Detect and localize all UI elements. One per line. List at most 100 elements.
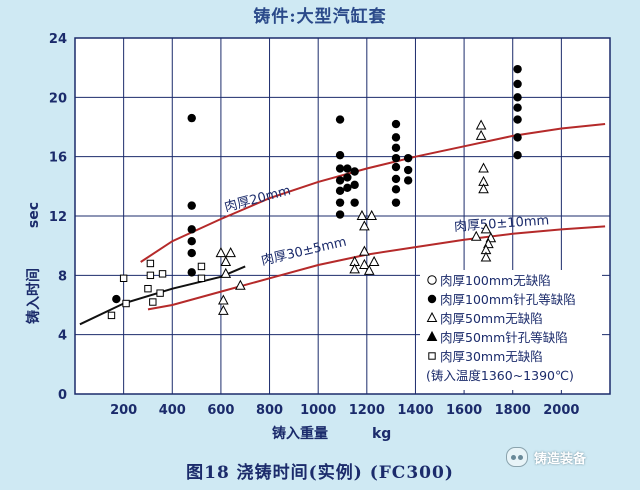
data-point xyxy=(122,299,130,308)
data-point xyxy=(391,133,401,142)
x-tick-label: 1000 xyxy=(300,403,336,418)
data-point xyxy=(149,298,157,306)
data-point xyxy=(368,255,380,266)
legend-item-label: 肉厚100mm无缺陷 xyxy=(440,273,551,288)
y-tick-label: 12 xyxy=(49,210,67,225)
data-point xyxy=(391,174,401,184)
data-point xyxy=(187,248,196,258)
data-point xyxy=(475,119,487,130)
data-point xyxy=(187,268,196,277)
data-point xyxy=(513,64,522,74)
curve-line xyxy=(140,123,606,263)
data-point xyxy=(335,150,345,160)
y-tick-label: 0 xyxy=(58,388,67,403)
y-tick-label: 24 xyxy=(49,32,67,47)
data-point xyxy=(119,274,128,283)
data-point xyxy=(359,258,370,269)
legend-marker xyxy=(427,275,437,285)
data-point xyxy=(343,164,352,173)
data-point xyxy=(335,164,345,173)
data-point xyxy=(335,198,345,207)
data-point xyxy=(146,259,155,268)
figure-caption: 图18 浇铸时间(实例) (FC300) xyxy=(186,463,454,483)
data-point xyxy=(513,93,522,102)
y-tick-label: 4 xyxy=(58,329,67,344)
data-point xyxy=(335,176,345,185)
y-tick-label: 16 xyxy=(49,151,67,166)
data-point xyxy=(478,183,489,194)
data-point xyxy=(218,304,229,315)
data-point xyxy=(513,150,522,160)
data-point xyxy=(391,143,401,152)
x-axis-unit: kg xyxy=(372,426,391,442)
curve-label: 肉厚50±10mm xyxy=(454,213,550,235)
x-tick-label: 800 xyxy=(256,403,283,418)
data-point xyxy=(359,245,370,256)
data-point xyxy=(350,198,359,207)
y-axis-label: 铸入时间 xyxy=(25,268,42,324)
legend-item-label: 肉厚30mm无缺陷 xyxy=(440,349,543,364)
data-point xyxy=(107,311,116,320)
data-point xyxy=(197,262,206,271)
data-point xyxy=(350,180,359,190)
y-axis-unit: sec xyxy=(26,202,42,228)
watermark-text: 铸造装备 xyxy=(534,451,587,467)
data-point xyxy=(513,103,522,112)
data-point xyxy=(475,129,487,140)
x-tick-label: 200 xyxy=(110,403,137,418)
data-point xyxy=(356,209,368,220)
data-point xyxy=(363,264,375,275)
legend-marker xyxy=(426,330,438,341)
data-point xyxy=(513,115,522,124)
data-point xyxy=(403,165,413,175)
data-point xyxy=(478,162,489,173)
legend-box xyxy=(420,270,602,390)
x-tick-label: 600 xyxy=(207,403,234,418)
curve-line xyxy=(79,265,246,326)
x-tick-label: 2000 xyxy=(543,403,579,418)
data-point xyxy=(480,251,492,262)
data-point xyxy=(146,271,155,280)
data-point xyxy=(366,209,378,220)
legend-item-label: 肉厚50mm无缺陷 xyxy=(440,311,543,326)
watermark: 铸造装备 xyxy=(506,446,638,468)
x-tick-label: 1600 xyxy=(446,403,482,418)
data-point xyxy=(158,270,167,278)
y-tick-label: 20 xyxy=(49,91,67,106)
data-point xyxy=(343,173,352,182)
data-point xyxy=(349,263,360,274)
data-point xyxy=(187,201,196,210)
data-point xyxy=(215,247,227,258)
data-point xyxy=(350,167,359,176)
data-point xyxy=(391,185,401,194)
data-point xyxy=(391,198,401,207)
data-point xyxy=(403,153,413,163)
data-point xyxy=(235,279,246,290)
data-point xyxy=(359,220,370,231)
data-point xyxy=(343,183,352,193)
data-point xyxy=(513,133,522,142)
data-point xyxy=(218,294,229,305)
data-point xyxy=(403,176,413,185)
data-point xyxy=(144,284,152,293)
data-point xyxy=(187,225,196,234)
data-point xyxy=(187,237,196,246)
data-point xyxy=(197,274,206,283)
data-point xyxy=(391,119,401,129)
x-tick-label: 1800 xyxy=(495,403,531,418)
legend-marker xyxy=(427,294,437,304)
data-point xyxy=(335,210,345,219)
legend-marker xyxy=(428,352,436,360)
data-point xyxy=(513,79,522,89)
y-tick-label: 8 xyxy=(58,269,67,284)
x-tick-label: 400 xyxy=(159,403,186,418)
x-tick-label: 1400 xyxy=(397,403,433,418)
data-point xyxy=(335,186,345,195)
data-point xyxy=(470,230,482,241)
data-point xyxy=(391,153,401,163)
chart-title: 铸件:大型汽缸套 xyxy=(253,7,387,27)
wechat-icon xyxy=(506,447,528,467)
legend-item-label: 肉厚50mm针孔等缺陷 xyxy=(440,330,568,345)
data-point xyxy=(220,255,232,266)
